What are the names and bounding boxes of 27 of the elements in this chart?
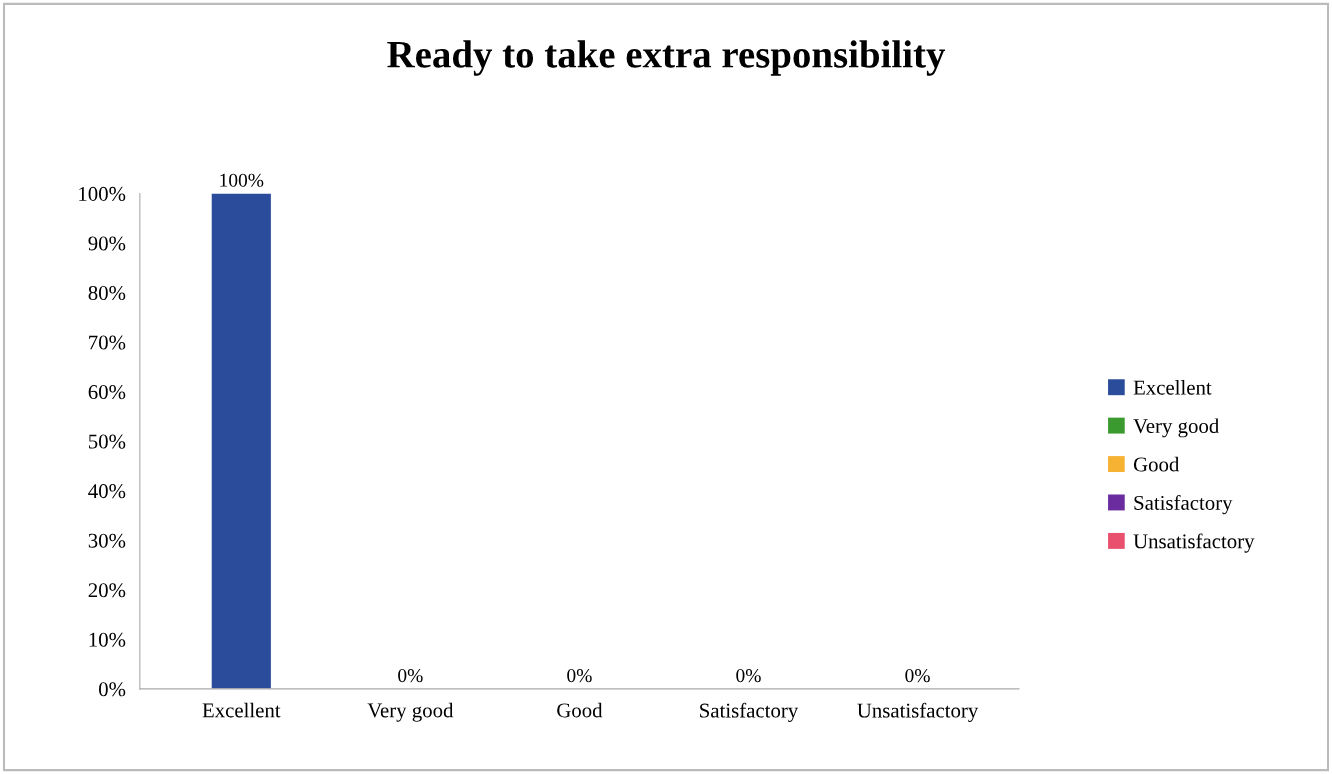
data-label: 100% — [220, 173, 264, 187]
legend-label: Excellent — [1133, 380, 1212, 395]
data-label: 0% — [398, 669, 423, 683]
legend-label: Satisfactory — [1134, 495, 1233, 515]
y-tick-label: 70% — [89, 335, 126, 350]
y-tick-label: 30% — [88, 533, 126, 548]
data-label: 0% — [736, 669, 761, 683]
y-tick-label: 100% — [79, 186, 126, 201]
y-tick-label: 40% — [88, 484, 126, 499]
y-tick-label: 20% — [88, 583, 126, 598]
legend-label: Very good — [1133, 418, 1220, 438]
y-tick-label: 0% — [99, 682, 126, 697]
x-tick-label: Satisfactory — [700, 702, 799, 722]
legend-label: Good — [1133, 456, 1180, 472]
y-tick-label: 50% — [89, 434, 126, 449]
x-tick-label: Excellent — [202, 702, 281, 718]
x-tick-label: Very good — [367, 702, 454, 722]
x-tick-label: Unsatisfactory — [857, 702, 979, 722]
data-label: 0% — [567, 669, 592, 683]
y-tick-label: 90% — [88, 236, 126, 251]
legend-label: Unsatisfactory — [1133, 533, 1255, 553]
x-tick-label: Good — [557, 702, 603, 718]
y-tick-label: 60% — [88, 385, 126, 400]
y-tick-label: 10% — [89, 632, 126, 647]
chart-title: Ready to take extra responsibility — [387, 40, 946, 76]
y-tick-label: 80% — [88, 285, 126, 301]
data-label: 0% — [905, 669, 930, 683]
